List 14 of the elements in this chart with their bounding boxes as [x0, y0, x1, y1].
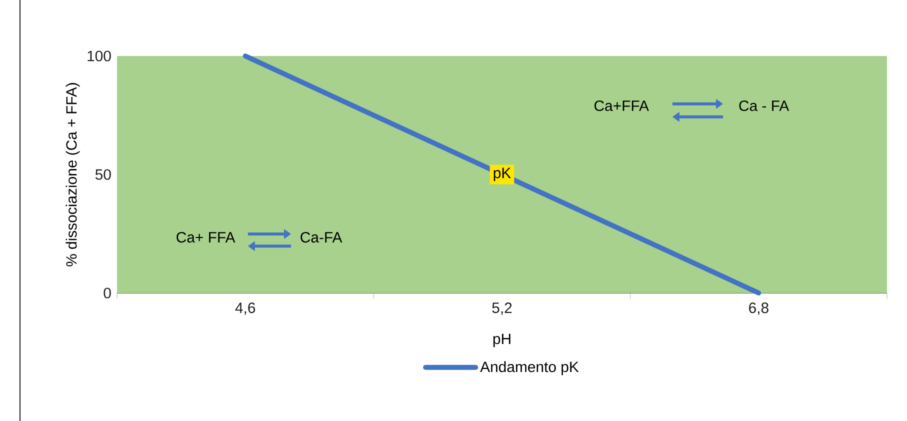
annotation: Ca - FA — [739, 100, 790, 112]
annotation: Ca+FFA — [594, 100, 649, 112]
y-tick-label: 100 — [88, 50, 111, 62]
y-tick-label: 50 — [95, 169, 111, 180]
x-tick-label: 5,2 — [492, 302, 512, 315]
y-tick-label: 0 — [104, 288, 111, 298]
annotation: pK — [494, 168, 511, 182]
x-tick-label: 6,8 — [749, 302, 768, 315]
x-tick-label: 4,6 — [235, 302, 256, 315]
y-axis-title: % dissociazione (Ca + FFA) — [66, 83, 80, 266]
annotation: Ca+ FFA — [176, 232, 236, 243]
x-axis-title: pH — [493, 334, 510, 348]
annotation: Ca-FA — [300, 232, 342, 243]
legend-label: Andamento pK — [480, 361, 579, 376]
